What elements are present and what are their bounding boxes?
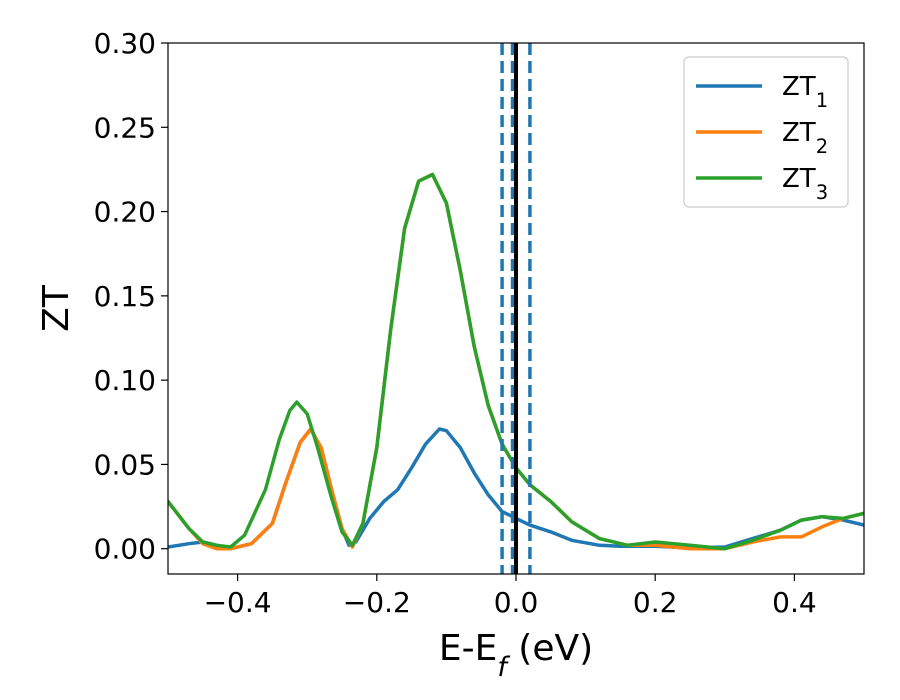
y-tick-label: 0.00 (94, 533, 156, 566)
legend-box (683, 56, 849, 208)
y-tick-label: 0.20 (94, 196, 156, 229)
x-tick-label: −0.2 (343, 586, 411, 619)
x-tick-label: −0.4 (204, 586, 272, 619)
legend-label-1: ZT1 (782, 72, 828, 112)
y-tick-label: 0.10 (94, 364, 156, 397)
x-tick-label: 0.4 (772, 586, 817, 619)
x-axis-label: E-Ef (eV) (439, 628, 593, 683)
y-tick-label: 0.05 (94, 448, 156, 481)
series-line-3 (168, 172, 864, 551)
y-tick-label: 0.25 (94, 111, 156, 144)
y-axis-label: ZT (36, 284, 77, 332)
x-tick-label: 0.0 (494, 586, 539, 619)
legend-label-2: ZT2 (782, 118, 828, 158)
plot-area (168, 43, 864, 574)
legend: ZT1 ZT2 ZT3 (683, 56, 849, 208)
y-tick-label: 0.15 (94, 280, 156, 313)
legend-label-3: ZT3 (782, 164, 828, 204)
x-tick-label: 0.2 (633, 586, 678, 619)
y-tick-label: 0.30 (94, 27, 156, 60)
